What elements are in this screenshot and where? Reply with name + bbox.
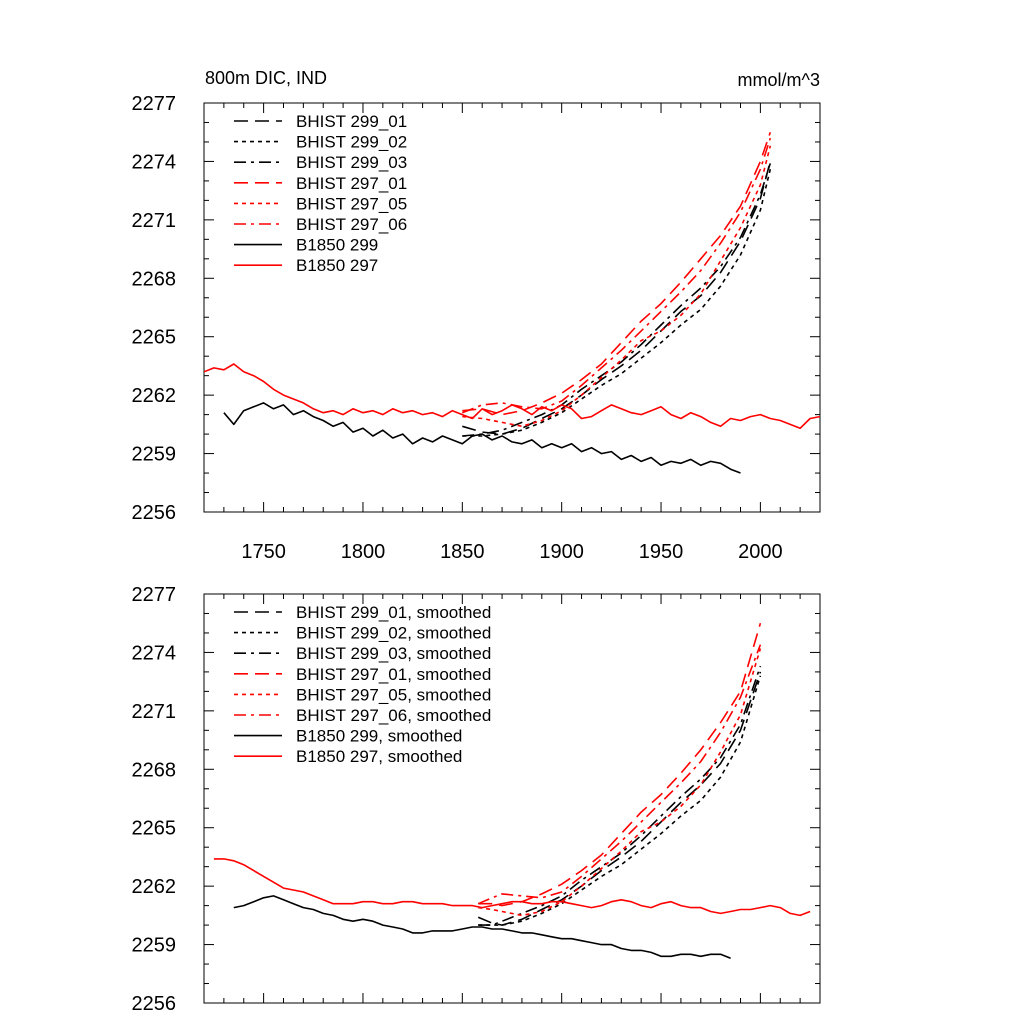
- chart-0-x-tick-label: 1850: [440, 541, 485, 563]
- chart-1-series-line-5: [477, 644, 762, 905]
- chart-0-x-tick-label: 1800: [341, 541, 386, 563]
- chart-1-series-group: [213, 622, 811, 959]
- chart-1-y-tick-label: 2256: [132, 993, 177, 1015]
- chart-0-series-line-5: [462, 137, 772, 414]
- chart-0-y-tick-label: 2274: [132, 151, 177, 173]
- chart-1-y-tick-label: 2259: [132, 935, 177, 957]
- chart-1-series-line-3: [478, 622, 762, 907]
- chart-0-legend-label: B1850 299: [296, 236, 378, 255]
- chart-1-legend-label: BHIST 299_02, smoothed: [296, 624, 491, 643]
- chart-0-x-tick-label: 1900: [539, 541, 584, 563]
- chart-0-y-tick-label: 2262: [132, 385, 177, 407]
- chart-0-x-tick-label: 2000: [738, 541, 783, 563]
- chart-1-y-tick-label: 2274: [132, 642, 177, 664]
- chart-1-legend-label: BHIST 297_05, smoothed: [296, 685, 491, 704]
- chart-1-series-line-7: [213, 858, 811, 917]
- chart-0-legend-label: BHIST 299_03: [296, 153, 407, 172]
- chart-0-y-tick-label: 2271: [132, 210, 177, 232]
- chart-0-y-tick-label: 2265: [132, 327, 177, 349]
- chart-1-series-line-4: [478, 648, 762, 917]
- chart-0-y-tick-label: 2277: [132, 93, 177, 115]
- units-label: mmol/m^3: [738, 70, 820, 90]
- chart-1-series-line-2: [478, 665, 762, 926]
- chart-title: 800m DIC, IND: [205, 68, 327, 88]
- chart-0-series-line-2: [462, 163, 772, 437]
- chart-0-plot-frame: [203, 102, 821, 513]
- chart-1-y-tick-label: 2271: [132, 701, 177, 723]
- chart-1-legend-label: B1850 297, smoothed: [296, 747, 462, 766]
- chart-1-legend-label: B1850 299, smoothed: [296, 727, 462, 746]
- chart-1-legend: BHIST 299_01, smoothed BHIST 299_02, smoo…: [234, 603, 491, 766]
- top-panel: 1750 1800 1850 1900 1950 2000 2256 2259 2262 2265…: [132, 93, 821, 563]
- chart-0-series-line-7: [204, 363, 820, 430]
- chart-0-x-tick-label: 1750: [241, 541, 286, 563]
- chart-1-legend-label: BHIST 297_01, smoothed: [296, 665, 491, 684]
- chart-0-legend-label: BHIST 299_02: [296, 133, 407, 152]
- chart-0-legend-label: B1850 297: [296, 256, 378, 275]
- chart-0-legend-label: BHIST 297_01: [296, 174, 407, 193]
- chart-1-plot-frame: [203, 593, 821, 1004]
- chart-0-series-line-0: [462, 161, 772, 435]
- chart-1-y-tick-label: 2277: [132, 584, 177, 606]
- chart-1-series-line-6: [233, 895, 731, 959]
- chart-1-y-tick-label: 2268: [132, 759, 177, 781]
- chart-0-legend-label: BHIST 299_01: [296, 112, 407, 131]
- chart-0-series-line-1: [462, 169, 772, 437]
- chart-0-legend-label: BHIST 297_05: [296, 194, 407, 213]
- chart-0-y-tick-label: 2268: [132, 268, 177, 290]
- chart-0-legend-label: BHIST 297_06: [296, 215, 407, 234]
- chart-0-x-tick-label: 1950: [639, 541, 684, 563]
- chart-1-legend-label: BHIST 299_01, smoothed: [296, 603, 491, 622]
- chart-0-y-tick-label: 2256: [132, 502, 177, 524]
- chart-0-series-line-6: [223, 402, 741, 474]
- chart-1-legend-label: BHIST 299_03, smoothed: [296, 644, 491, 663]
- chart-1-series-line-1: [478, 675, 762, 926]
- bottom-panel: 2256 2259 2262 2265 2268 2271 2274 2277 BHIST 29…: [132, 584, 821, 1015]
- chart-0-y-tick-label: 2259: [132, 444, 177, 466]
- chart-1-y-tick-label: 2265: [132, 818, 177, 840]
- chart-1-y-tick-label: 2262: [132, 876, 177, 898]
- chart-0-series-group: [204, 131, 820, 474]
- chart-1-legend-label: BHIST 297_06, smoothed: [296, 706, 491, 725]
- chart-0-series-line-3: [462, 131, 772, 416]
- chart-0-series-line-4: [462, 145, 772, 428]
- chart-1-series-line-0: [477, 671, 762, 926]
